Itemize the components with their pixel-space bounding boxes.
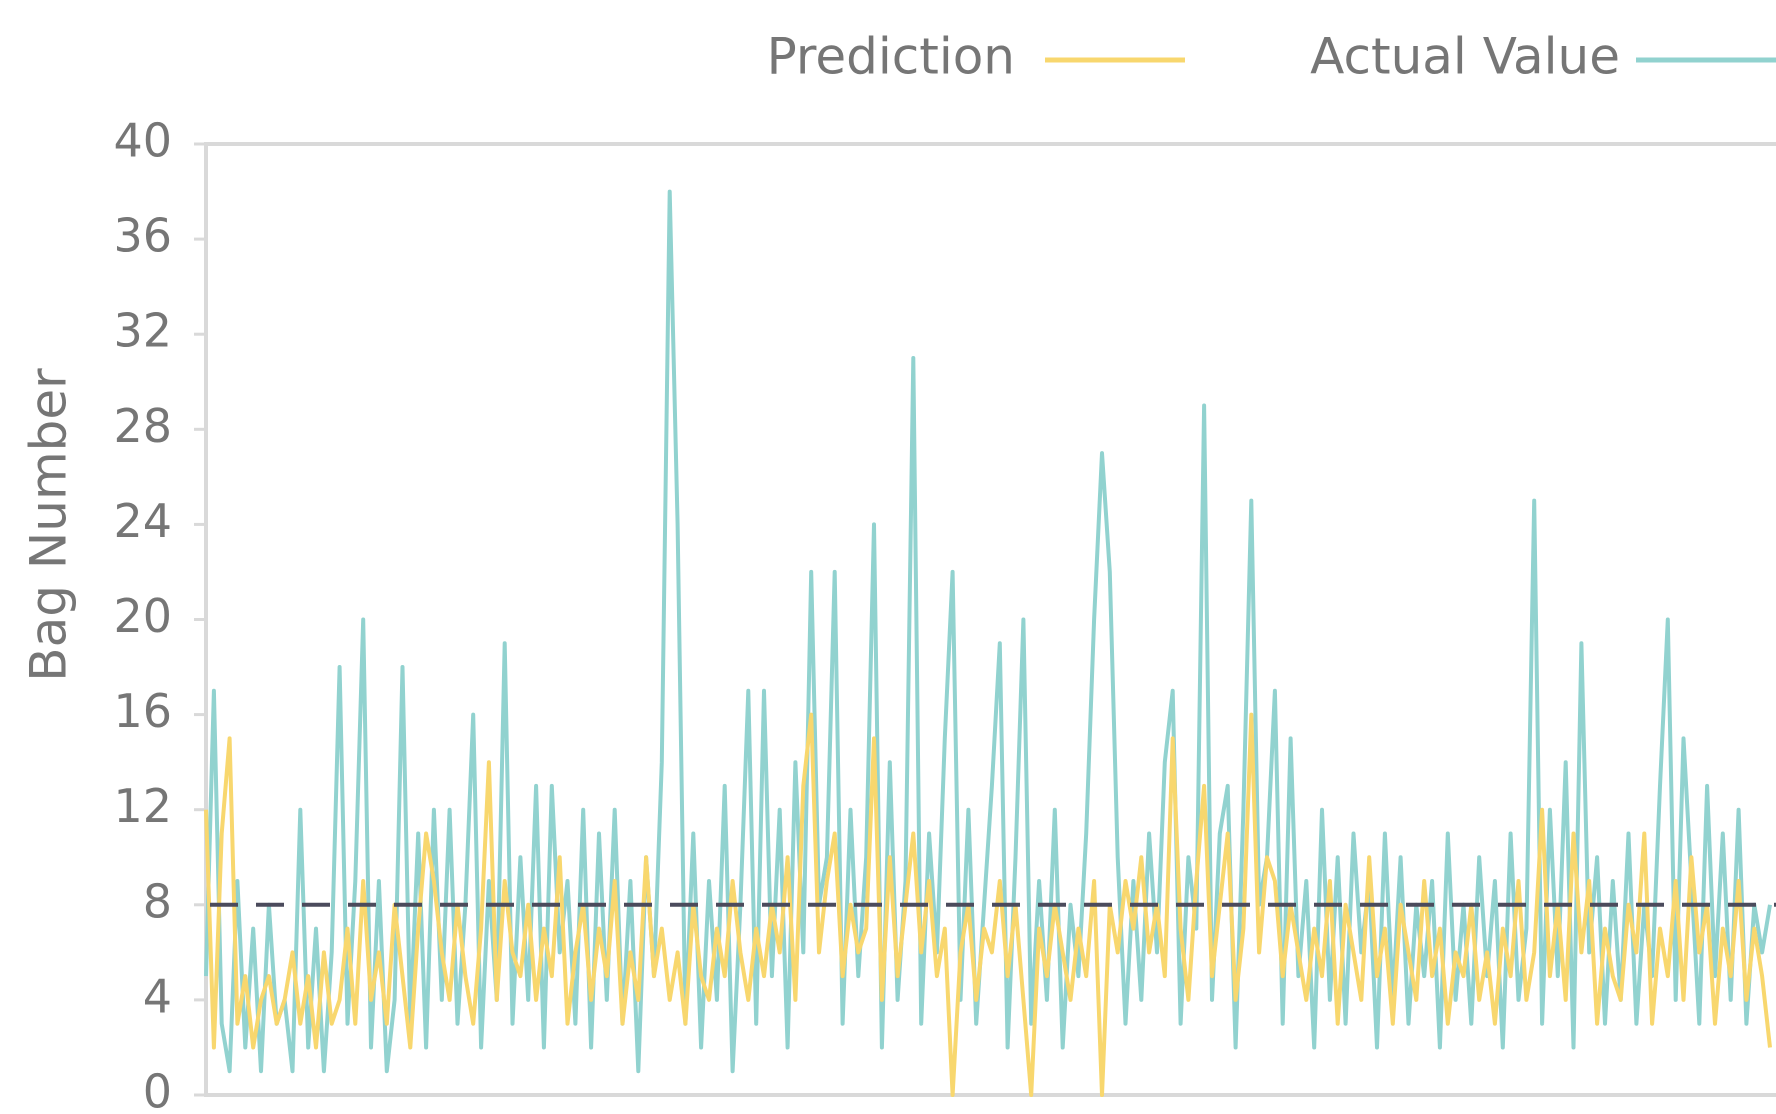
y-tick-label: 24 bbox=[113, 494, 172, 548]
y-tick-label: 20 bbox=[113, 589, 172, 643]
y-tick-label: 32 bbox=[113, 304, 172, 358]
y-tick-label: 0 bbox=[143, 1065, 172, 1114]
y-tick-label: 36 bbox=[113, 209, 172, 263]
y-tick-label: 40 bbox=[113, 114, 172, 168]
legend-label: Actual Value bbox=[1310, 28, 1620, 86]
y-tick-label: 16 bbox=[113, 684, 172, 738]
y-axis-label: Bag Number bbox=[20, 368, 78, 682]
y-tick-label: 12 bbox=[113, 779, 172, 833]
legend-label: Prediction bbox=[767, 28, 1015, 86]
y-tick-label: 28 bbox=[113, 399, 172, 453]
y-tick-label: 4 bbox=[143, 969, 172, 1023]
y-tick-label: 8 bbox=[143, 874, 172, 928]
data-line bbox=[204, 189, 1772, 1074]
data-line bbox=[204, 712, 1772, 1097]
